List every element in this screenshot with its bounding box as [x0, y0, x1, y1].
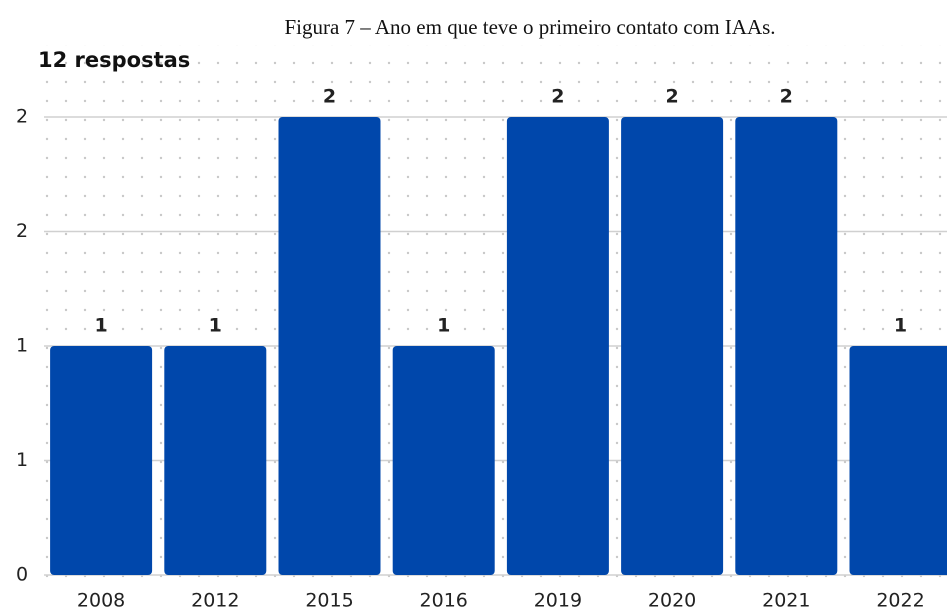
- data-label: 1: [894, 315, 907, 337]
- data-label: 2: [323, 86, 336, 108]
- data-label: 1: [209, 315, 222, 337]
- x-tick-label: 2021: [762, 590, 810, 612]
- x-tick-label: 2015: [305, 590, 353, 612]
- data-label: 1: [437, 315, 450, 337]
- x-tick-label: 2012: [191, 590, 239, 612]
- bar: [506, 117, 609, 575]
- bar: [849, 346, 947, 575]
- bar: [164, 346, 267, 575]
- x-tick-label: 2016: [420, 590, 468, 612]
- x-tick-label: 2020: [648, 590, 696, 612]
- data-label: 2: [780, 86, 793, 108]
- bar: [621, 117, 724, 575]
- bar: [392, 346, 495, 575]
- y-tick-label: 2: [16, 106, 28, 128]
- y-tick-label: 1: [16, 335, 28, 357]
- response-count: 12 respostas: [38, 48, 190, 72]
- bar: [278, 117, 381, 575]
- data-label: 2: [551, 86, 564, 108]
- y-tick-label: 2: [16, 220, 28, 242]
- bar: [50, 346, 153, 575]
- x-tick-label: 2022: [876, 590, 924, 612]
- y-tick-label: 0: [16, 564, 28, 586]
- data-label: 2: [665, 86, 678, 108]
- x-tick-label: 2019: [534, 590, 582, 612]
- chart-title: Figura 7 – Ano em que teve o primeiro co…: [284, 15, 775, 39]
- data-label: 1: [94, 315, 107, 337]
- y-tick-label: 1: [16, 449, 28, 471]
- x-tick-label: 2008: [77, 590, 125, 612]
- bar: [735, 117, 838, 575]
